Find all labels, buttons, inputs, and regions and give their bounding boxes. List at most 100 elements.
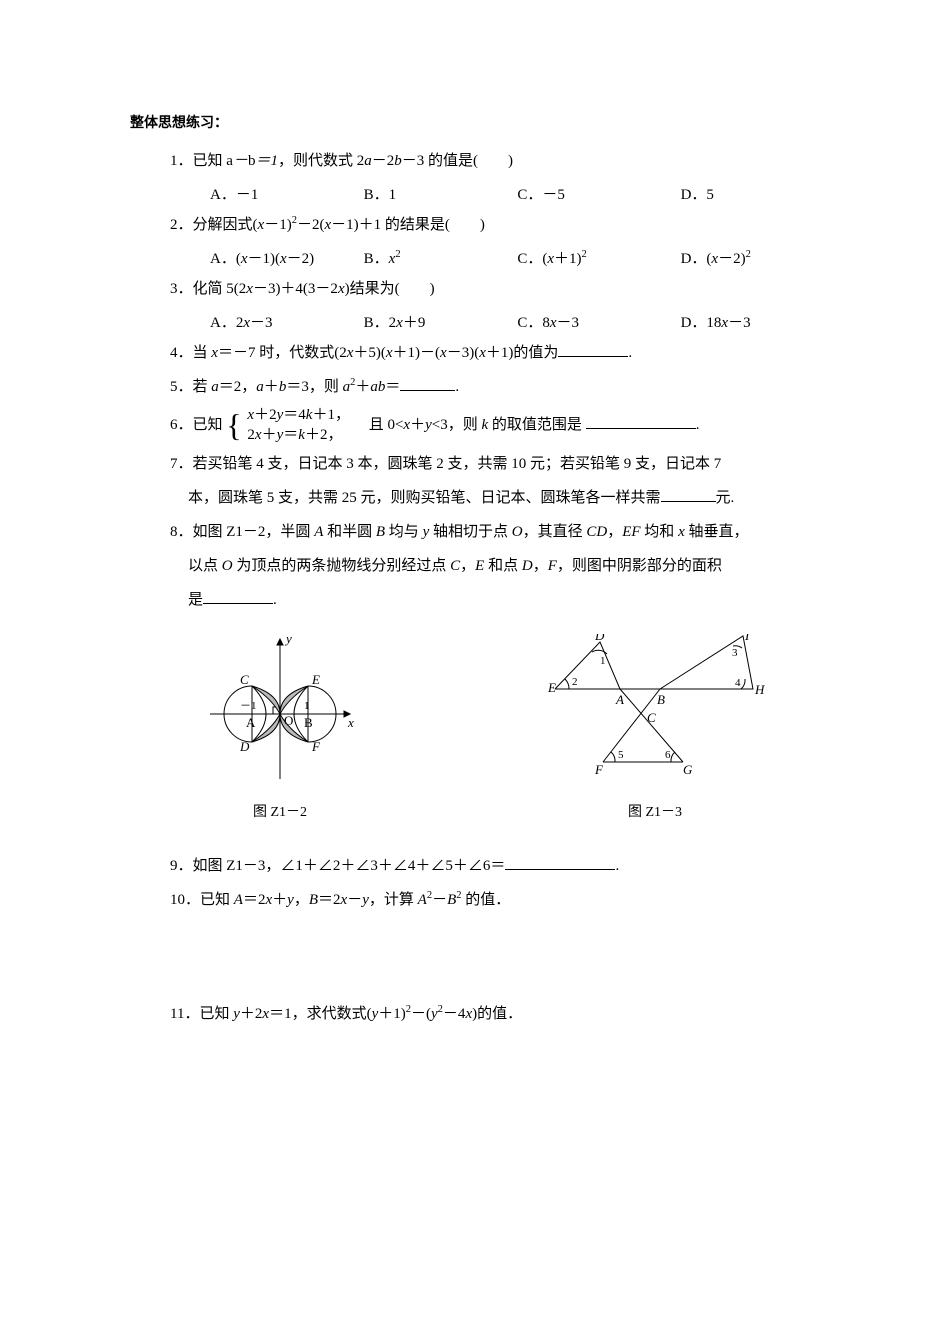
figure-z1-3: E A B H D I F G C 1 2 3 4 5 6 bbox=[545, 634, 765, 827]
svg-text:C: C bbox=[240, 672, 249, 687]
q7-num: 7． bbox=[170, 456, 193, 472]
question-7-cont: 本，圆珠笔 5 支，共需 25 元，则购买铅笔、日记本、圆珠笔各一样共需 元. bbox=[130, 483, 815, 513]
q6-eq2: 2x＋y＝k＋2， bbox=[247, 426, 350, 446]
page-content: 整体思想练习： 1．已知 a－b＝1，则代数式 2a－2b－3 的值是( ) A… bbox=[0, 0, 945, 1093]
q10-num: 10． bbox=[170, 892, 200, 908]
question-1: 1．已知 a－b＝1，则代数式 2a－2b－3 的值是( ) bbox=[130, 146, 815, 176]
question-5: 5．若 a＝2，a＋b＝3，则 a2＋ab＝. bbox=[130, 372, 815, 402]
svg-text:1: 1 bbox=[600, 655, 606, 667]
q8-num: 8． bbox=[170, 524, 193, 540]
q6-num: 6． bbox=[170, 417, 193, 433]
q9-post: . bbox=[615, 858, 619, 874]
svg-text:I: I bbox=[744, 634, 750, 643]
q2-text: 分解因式(x－1)2－2(x－1)＋1 的结果是( ) bbox=[193, 217, 485, 233]
question-3: 3．化简 5(2x－3)＋4(3－2x)结果为( ) bbox=[130, 274, 815, 304]
q1-opt-c: C．－5 bbox=[517, 180, 680, 210]
question-8-l2: 以点 O 为顶点的两条抛物线分别经过点 C，E 和点 D，F，则图中阴影部分的面… bbox=[130, 551, 815, 581]
figure-z1-3-caption: 图 Z1－3 bbox=[545, 799, 765, 827]
q8-line1: 如图 Z1－2，半圆 A 和半圆 B 均与 y 轴相切于点 O，其直径 CD，E… bbox=[193, 524, 749, 540]
svg-text:5: 5 bbox=[618, 749, 624, 761]
q9-blank bbox=[505, 854, 615, 870]
q3-opt-a: A．2x－3 bbox=[210, 308, 364, 338]
q3-text: 化简 5(2x－3)＋4(3－2x)结果为( ) bbox=[193, 281, 435, 297]
svg-text:x: x bbox=[347, 715, 354, 730]
q1-num: 1． bbox=[170, 153, 193, 169]
q11-text: 已知 y＋2x＝1，求代数式(y＋1)2－(y2－4x)的值． bbox=[199, 1006, 522, 1022]
q4-blank bbox=[558, 341, 628, 357]
q7-line1: 若买铅笔 4 支，日记本 3 本，圆珠笔 2 支，共需 10 元；若买铅笔 9 … bbox=[193, 456, 722, 472]
question-8-l3: 是. bbox=[130, 585, 815, 615]
q6-mid: 且 0<x＋y<3，则 k 的取值范围是 bbox=[354, 417, 586, 433]
svg-text:O: O bbox=[284, 713, 293, 728]
svg-text:D: D bbox=[594, 634, 605, 643]
work-space-1 bbox=[130, 919, 815, 999]
svg-text:E: E bbox=[311, 672, 320, 687]
q3-options: A．2x－3 B．2x＋9 C．8x－3 D．18x－3 bbox=[130, 308, 815, 338]
q7-line2-post: 元. bbox=[716, 490, 735, 506]
svg-text:3: 3 bbox=[732, 647, 738, 659]
q1-post: ，则代数式 2a－2b－3 的值是( ) bbox=[278, 153, 513, 169]
q6-blank bbox=[586, 413, 696, 429]
svg-text:D: D bbox=[239, 739, 250, 754]
question-7: 7．若买铅笔 4 支，日记本 3 本，圆珠笔 2 支，共需 10 元；若买铅笔 … bbox=[130, 449, 815, 479]
svg-text:F: F bbox=[311, 739, 321, 754]
figures-row: y x O C D E F A B －1 1 图 Z1－2 bbox=[130, 619, 815, 837]
q1-opt-d: D．5 bbox=[681, 180, 815, 210]
question-9: 9．如图 Z1－3，∠1＋∠2＋∠3＋∠4＋∠5＋∠6＝. bbox=[130, 851, 815, 881]
svg-text:F: F bbox=[594, 762, 604, 777]
q2-opt-a: A．(x－1)(x－2) bbox=[210, 244, 364, 274]
q6-eq1: x＋2y＝4k＋1， bbox=[247, 406, 350, 426]
q3-num: 3． bbox=[170, 281, 193, 297]
q2-opt-b: B．x2 bbox=[364, 244, 518, 274]
q1-opt-a: A．－1 bbox=[210, 180, 364, 210]
q5-post: . bbox=[455, 379, 459, 395]
question-10: 10．已知 A＝2x＋y，B＝2x－y，计算 A2－B2 的值． bbox=[130, 885, 815, 915]
svg-text:A: A bbox=[246, 715, 256, 730]
figure-z1-2-caption: 图 Z1－2 bbox=[200, 799, 360, 827]
q8-blank bbox=[203, 588, 273, 604]
q1-options: A．－1 B．1 C．－5 D．5 bbox=[130, 180, 815, 210]
svg-text:A: A bbox=[615, 692, 624, 707]
q11-num: 11． bbox=[170, 1006, 199, 1022]
q8-line3-pre: 是 bbox=[188, 592, 203, 608]
question-11: 11．已知 y＋2x＝1，求代数式(y＋1)2－(y2－4x)的值． bbox=[130, 999, 815, 1029]
svg-text:C: C bbox=[647, 710, 656, 725]
figure-z1-2-svg: y x O C D E F A B －1 1 bbox=[200, 629, 360, 784]
figure-z1-2: y x O C D E F A B －1 1 图 Z1－2 bbox=[200, 629, 360, 827]
q9-num: 9． bbox=[170, 858, 193, 874]
svg-text:4: 4 bbox=[735, 677, 741, 689]
q5-text: 若 a＝2，a＋b＝3，则 a2＋ab＝ bbox=[193, 379, 401, 395]
svg-text:y: y bbox=[284, 631, 292, 646]
q6-pre: 已知 bbox=[193, 417, 223, 433]
svg-text:1: 1 bbox=[304, 700, 310, 712]
svg-text:B: B bbox=[657, 692, 665, 707]
q8-line2: 以点 O 为顶点的两条抛物线分别经过点 C，E 和点 D，F，则图中阴影部分的面… bbox=[188, 558, 722, 574]
svg-text:G: G bbox=[683, 762, 693, 777]
question-4: 4．当 x＝－7 时，代数式(2x＋5)(x＋1)－(x－3)(x＋1)的值为. bbox=[130, 338, 815, 368]
q4-text: 当 x＝－7 时，代数式(2x＋5)(x＋1)－(x－3)(x＋1)的值为 bbox=[193, 345, 559, 361]
worksheet-title: 整体思想练习： bbox=[130, 110, 815, 138]
q8-line3-post: . bbox=[273, 592, 277, 608]
q3-opt-b: B．2x＋9 bbox=[364, 308, 518, 338]
q3-opt-c: C．8x－3 bbox=[517, 308, 680, 338]
figure-z1-3-svg: E A B H D I F G C 1 2 3 4 5 6 bbox=[545, 634, 765, 784]
svg-text:2: 2 bbox=[572, 676, 578, 688]
question-8: 8．如图 Z1－2，半圆 A 和半圆 B 均与 y 轴相切于点 O，其直径 CD… bbox=[130, 517, 815, 547]
q1-pre: 已知 bbox=[193, 153, 227, 169]
question-6: 6．已知 { x＋2y＝4k＋1， 2x＋y＝k＋2， 且 0<x＋y<3，则 … bbox=[130, 406, 815, 445]
q10-text: 已知 A＝2x＋y，B＝2x－y，计算 A2－B2 的值． bbox=[200, 892, 510, 908]
q1-opt-b: B．1 bbox=[364, 180, 518, 210]
q2-num: 2． bbox=[170, 217, 193, 233]
svg-text:B: B bbox=[304, 715, 313, 730]
q7-line2-pre: 本，圆珠笔 5 支，共需 25 元，则购买铅笔、日记本、圆珠笔各一样共需 bbox=[188, 490, 661, 506]
q2-opt-d: D．(x－2)2 bbox=[681, 244, 815, 274]
q5-blank bbox=[400, 375, 455, 391]
question-2: 2．分解因式(x－1)2－2(x－1)＋1 的结果是( ) bbox=[130, 210, 815, 240]
q3-opt-d: D．18x－3 bbox=[681, 308, 815, 338]
q7-blank bbox=[661, 486, 716, 502]
q2-opt-c: C．(x＋1)2 bbox=[517, 244, 680, 274]
q5-num: 5． bbox=[170, 379, 193, 395]
svg-text:H: H bbox=[754, 682, 765, 697]
q2-options: A．(x－1)(x－2) B．x2 C．(x＋1)2 D．(x－2)2 bbox=[130, 244, 815, 274]
q6-brace: { x＋2y＝4k＋1， 2x＋y＝k＋2， bbox=[226, 406, 350, 445]
